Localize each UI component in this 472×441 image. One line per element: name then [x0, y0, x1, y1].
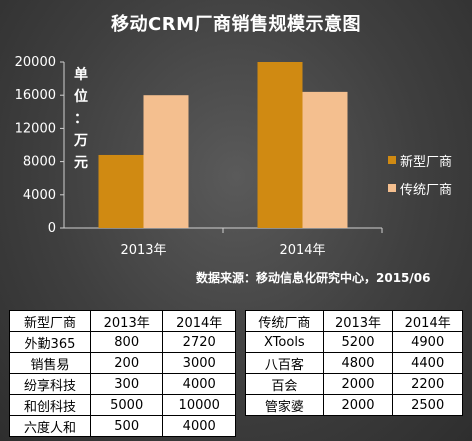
bar-chart: 0 4000 8000 12000 16000 20000 2013年 2014年 — [15, 55, 383, 258]
legend-item-series2: 传统厂商 — [388, 178, 452, 198]
table-cell: 2500 — [392, 394, 463, 416]
bar-2-1 — [143, 95, 189, 228]
y-tick-label: 0 — [48, 221, 56, 236]
table-cell: 3000 — [162, 352, 236, 374]
legend-swatch-series1 — [388, 156, 396, 164]
table-cell: XTools — [245, 331, 324, 353]
table-cell: 300 — [89, 373, 164, 395]
table-row: 外勤365 800 2720 — [9, 331, 236, 353]
table-cell: 4800 — [322, 352, 394, 374]
table-row: 纷享科技 300 4000 — [9, 373, 236, 395]
table-cell: 800 — [89, 331, 164, 353]
table-cell: 2014年 — [162, 310, 236, 332]
table-cell: 外勤365 — [9, 331, 91, 353]
y-tick-label: 8000 — [23, 155, 56, 170]
chart-title: 移动CRM厂商销售规模示意图 — [111, 14, 361, 35]
table-cell: 2014年 — [392, 310, 463, 332]
bar-1-2 — [257, 62, 303, 228]
table-row: 管家婆 2000 2500 — [245, 394, 463, 416]
table-row: 销售易 200 3000 — [9, 352, 236, 374]
table-cell: 200 — [89, 352, 164, 374]
new-vendors-table: 新型厂商 2013年 2014年 外勤365 800 2720 销售易 200 3000 纷享科技… — [9, 310, 236, 437]
y-tick-label: 4000 — [23, 188, 56, 203]
x-tick-label: 2014年 — [279, 243, 325, 258]
table-cell: 5200 — [322, 331, 394, 353]
table-cell: 2200 — [392, 373, 463, 395]
table-cell: 和创科技 — [9, 394, 91, 416]
table-row: XTools 5200 4900 — [245, 331, 463, 353]
legend: 新型厂商 传统厂商 — [388, 150, 452, 206]
table-cell: 2013年 — [89, 310, 164, 332]
table-cell: 管家婆 — [245, 394, 324, 416]
x-tick-label: 2013年 — [120, 243, 166, 258]
y-tick-label: 20000 — [15, 55, 56, 70]
traditional-vendors-table: 传统厂商 2013年 2014年 XTools 5200 4900 八百客 4800 4400 百… — [245, 310, 463, 416]
table-cell: 传统厂商 — [245, 310, 324, 332]
bar-1-1 — [98, 154, 144, 228]
unit-label: 单位 ： 万元 — [70, 64, 92, 174]
table-cell: 500 — [89, 415, 164, 437]
table-cell: 八百客 — [245, 352, 324, 374]
bar-2-2 — [302, 91, 348, 228]
table-cell: 4900 — [392, 331, 463, 353]
legend-swatch-series2 — [388, 184, 396, 192]
table-cell: 10000 — [162, 394, 236, 416]
table-cell: 4000 — [162, 415, 236, 437]
table-cell: 六度人和 — [9, 415, 91, 437]
table-row: 和创科技 5000 10000 — [9, 394, 236, 416]
table-header-row: 新型厂商 2013年 2014年 — [9, 310, 236, 332]
data-source-note: 数据来源：移动信息化研究中心，2015/06 — [196, 271, 431, 285]
table-cell: 4000 — [162, 373, 236, 395]
y-tick-label: 16000 — [15, 88, 56, 103]
unit-char: 元 — [74, 155, 88, 171]
legend-label-series2: 传统厂商 — [400, 182, 453, 198]
legend-item-series1: 新型厂商 — [388, 150, 452, 170]
table-cell: 4400 — [392, 352, 463, 374]
table-header-row: 传统厂商 2013年 2014年 — [245, 310, 463, 332]
table-cell: 纷享科技 — [9, 373, 91, 395]
table-row: 百会 2000 2200 — [245, 373, 463, 395]
y-tick-label: 12000 — [15, 121, 56, 136]
table-row: 六度人和 500 4000 — [9, 415, 236, 437]
table-cell: 2720 — [162, 331, 236, 353]
unit-char: ： — [74, 111, 88, 127]
table-cell: 百会 — [245, 373, 324, 395]
unit-char: 万 — [74, 133, 88, 149]
table-cell: 2000 — [322, 373, 394, 395]
table-cell: 5000 — [89, 394, 164, 416]
table-cell: 2013年 — [322, 310, 394, 332]
table-cell: 新型厂商 — [9, 310, 91, 332]
unit-char: 位 — [74, 89, 88, 105]
legend-label-series1: 新型厂商 — [400, 154, 453, 170]
table-row: 八百客 4800 4400 — [245, 352, 463, 374]
table-cell: 销售易 — [9, 352, 91, 374]
unit-char: 单 — [74, 67, 88, 83]
table-cell: 2000 — [322, 394, 394, 416]
